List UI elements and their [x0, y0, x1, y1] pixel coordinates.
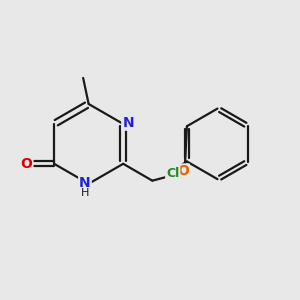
Text: N: N [79, 176, 91, 190]
Text: O: O [21, 157, 32, 171]
Text: N: N [122, 116, 134, 130]
Text: H: H [81, 188, 89, 198]
Text: Cl: Cl [166, 167, 179, 179]
Text: O: O [177, 164, 189, 178]
